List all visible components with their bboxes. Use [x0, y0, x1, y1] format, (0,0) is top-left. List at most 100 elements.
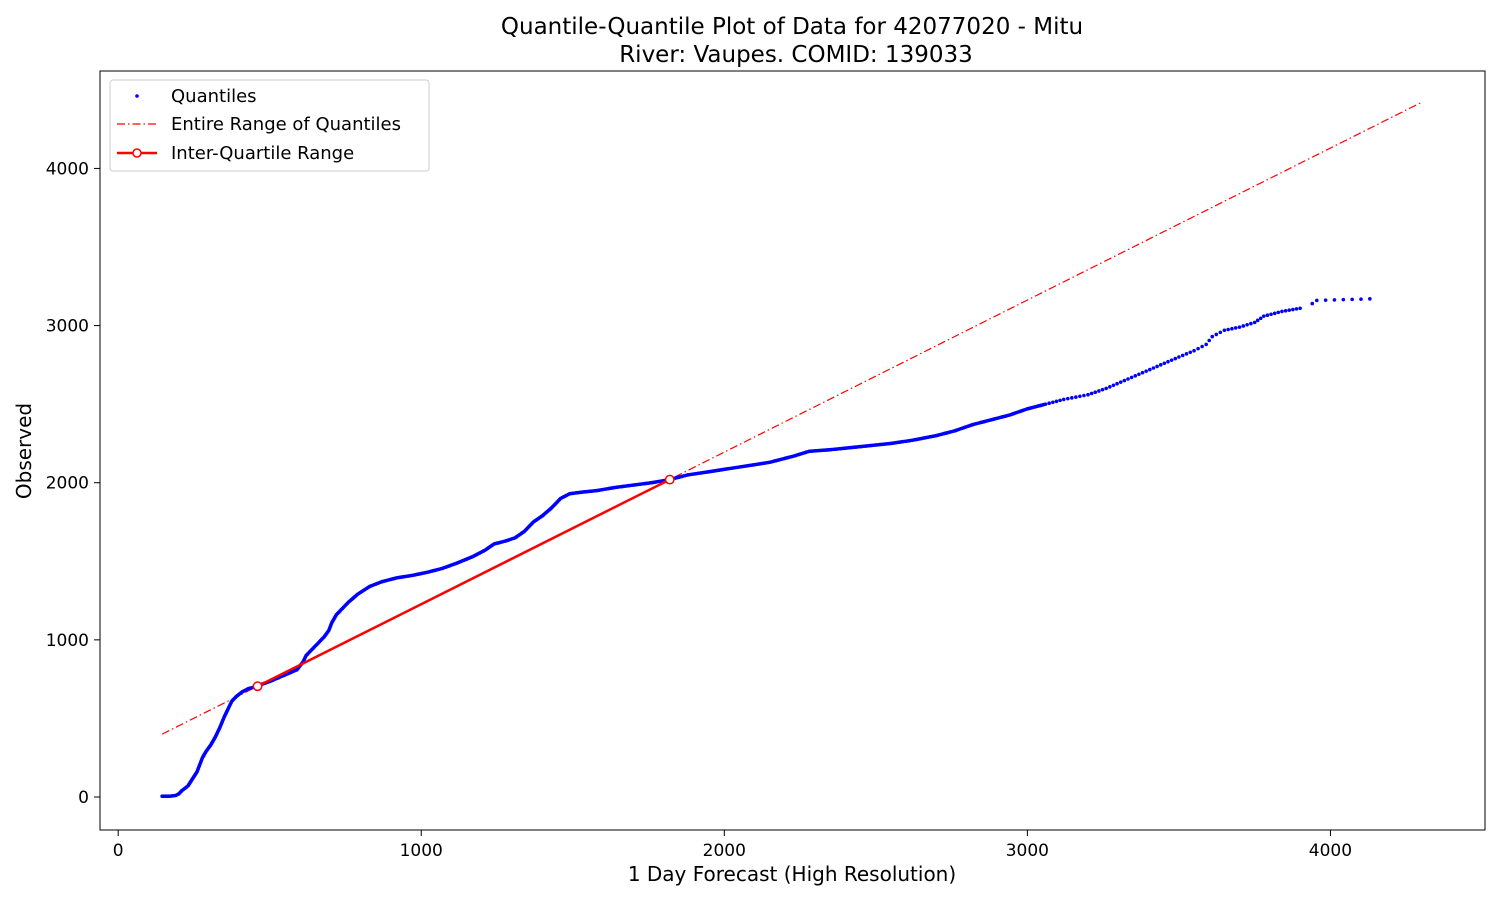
quantile-point: [1350, 297, 1354, 302]
quantile-point: [1310, 301, 1315, 306]
quantile-point: [1058, 398, 1062, 403]
quantile-point: [1359, 297, 1363, 301]
legend-label-entire-range: Entire Range of Quantiles: [171, 114, 401, 135]
quantile-point: [1332, 298, 1337, 302]
quantile-point: [1214, 332, 1219, 337]
quantile-point: [1144, 369, 1148, 373]
ticks-layer: 0 1000 2000 3000 4000 0 1000 2000 3000 4000: [46, 159, 1352, 861]
quantile-point: [1204, 342, 1208, 347]
quantile-point: [1074, 395, 1078, 399]
y-axis-label: Observed: [12, 403, 36, 499]
quantile-point: [1129, 375, 1134, 380]
quantile-point: [1122, 378, 1127, 383]
quantile-point: [1180, 353, 1185, 358]
series-layer: [160, 101, 1422, 799]
quantile-point: [1100, 387, 1105, 392]
quantile-point: [1104, 386, 1108, 391]
quantile-point: [1188, 350, 1193, 355]
quantile-point: [1291, 307, 1295, 312]
chart-subtitle: River: Vaupes. COMID: 139033: [619, 42, 973, 68]
x-tick-label: 2000: [703, 841, 746, 861]
quantile-point: [1118, 380, 1123, 384]
quantile-point: [1078, 394, 1082, 399]
quantile-point: [1261, 314, 1266, 318]
quantile-point: [1043, 402, 1048, 406]
quantile-point: [1126, 377, 1130, 381]
quantile-point: [1249, 321, 1253, 326]
quantile-point: [1255, 318, 1260, 323]
quantile-point: [1298, 306, 1302, 311]
y-tick-label: 4000: [46, 159, 89, 179]
legend-marker-quantiles: [135, 94, 139, 98]
legend-box: [109, 79, 430, 172]
quantile-point: [1272, 311, 1277, 316]
quantile-point: [1241, 324, 1246, 328]
quantile-point: [1151, 366, 1156, 370]
quantile-point: [1115, 381, 1119, 386]
quantile-point: [1054, 399, 1059, 404]
quantile-point: [1097, 389, 1101, 393]
quantile-point: [1047, 401, 1051, 406]
iqr-endpoint-marker: [252, 681, 263, 692]
plot-frame: [99, 70, 1486, 831]
quantile-point: [1323, 298, 1328, 302]
x-tick-label: 3000: [1006, 841, 1049, 861]
quantile-point: [1222, 328, 1227, 333]
quantile-point: [1226, 327, 1230, 332]
quantile-point: [1162, 361, 1167, 366]
quantile-point: [1173, 356, 1178, 361]
legend: Quantiles Entire Range of Quantiles Inte…: [109, 79, 430, 172]
quantile-point: [1196, 346, 1200, 351]
quantile-point: [1276, 310, 1281, 315]
quantile-point: [1065, 396, 1070, 401]
quantile-point: [1287, 308, 1292, 312]
y-tick-label: 1000: [46, 631, 89, 651]
quantile-point: [1061, 397, 1066, 402]
quantile-point: [1230, 326, 1234, 331]
quantile-point: [1280, 309, 1284, 314]
quantile-point: [1070, 396, 1074, 400]
quantile-point: [1086, 392, 1090, 397]
y-tick-label: 2000: [46, 474, 89, 494]
x-tick-label: 4000: [1309, 841, 1352, 861]
quantile-point: [1108, 385, 1112, 389]
iqr-endpoint-marker: [664, 474, 675, 485]
quantile-point: [1341, 297, 1346, 302]
quantile-point: [1133, 374, 1138, 378]
quantile-point: [1082, 393, 1086, 398]
quantile-point: [1051, 400, 1055, 405]
quantile-point: [1368, 297, 1372, 301]
quantile-point: [1265, 313, 1270, 318]
quantile-point: [1252, 320, 1257, 325]
quantile-point: [1269, 312, 1273, 317]
x-tick-label: 1000: [400, 841, 443, 861]
quantile-point: [1192, 348, 1196, 353]
quantile-point: [1294, 307, 1299, 311]
quantile-point: [1158, 363, 1163, 367]
quantile-point: [1111, 383, 1116, 388]
legend-label-quantiles: Quantiles: [171, 86, 257, 107]
quantile-point: [1137, 372, 1141, 377]
legend-label-iqr: Inter-Quartile Range: [171, 143, 354, 164]
quantile-point: [1089, 391, 1094, 396]
quantile-point: [1314, 298, 1319, 303]
quantile-point: [1245, 322, 1249, 327]
quantile-point: [1218, 330, 1223, 335]
quantile-point: [1148, 367, 1152, 372]
quantile-point: [1155, 364, 1159, 369]
x-axis-label: 1 Day Forecast (High Resolution): [628, 862, 956, 886]
plot-area: [99, 70, 1486, 831]
legend-marker-iqr-circle: [132, 148, 142, 158]
x-tick-label: 0: [113, 841, 124, 861]
quantile-point: [1184, 352, 1189, 356]
quantile-point: [1210, 334, 1215, 339]
quantile-point: [1258, 316, 1263, 321]
quantile-point: [1169, 358, 1174, 362]
chart-title: Quantile-Quantile Plot of Data for 42077…: [501, 14, 1083, 40]
quantile-point: [1207, 338, 1212, 343]
quantile-point: [1177, 355, 1181, 359]
quantile-point: [1140, 370, 1145, 375]
y-tick-label: 3000: [46, 317, 89, 337]
quantile-point: [1233, 326, 1238, 330]
